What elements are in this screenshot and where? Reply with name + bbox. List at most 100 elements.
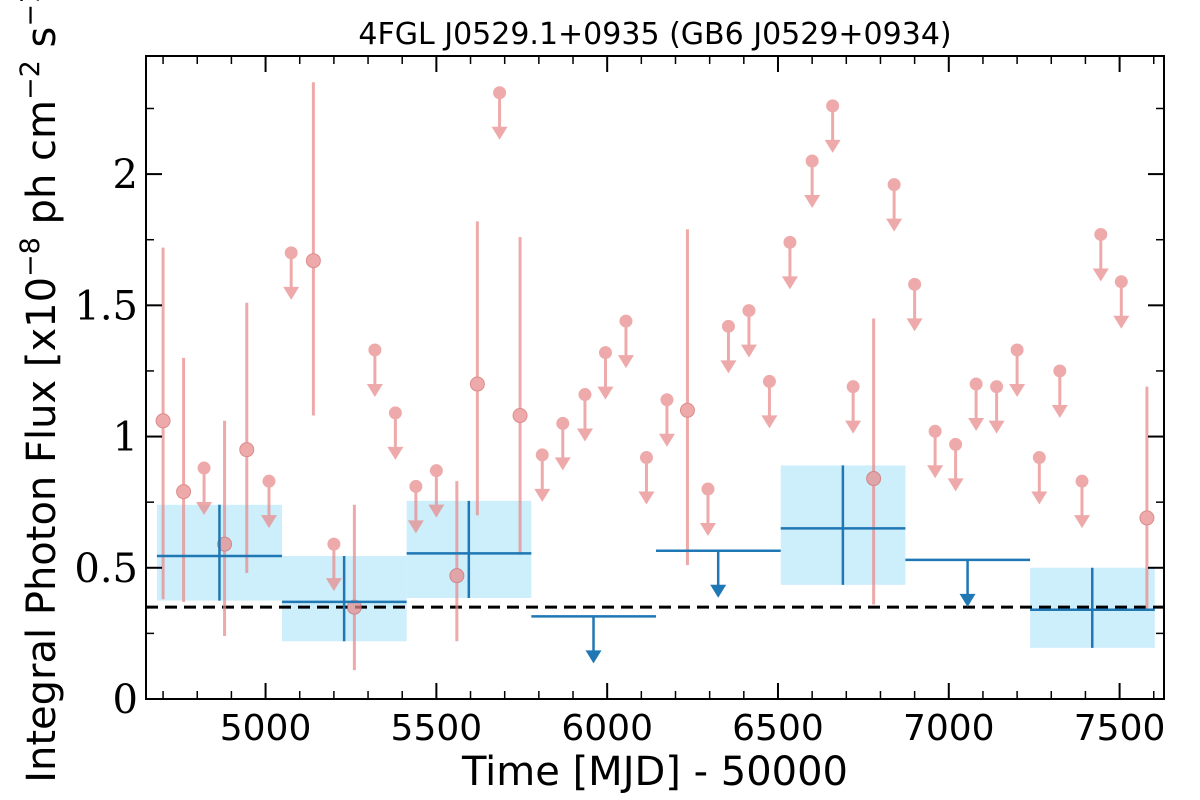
monthly-ul-marker-27 [949,437,963,451]
monthly-point-10 [866,318,882,605]
monthly-ul-arrow-35 [1113,315,1130,329]
monthly-ul-marker-24 [887,178,901,192]
monthly-upper-limit-24 [886,178,903,232]
monthly-point-4 [305,82,321,416]
monthly-upper-limit-4 [366,343,383,397]
monthly-ul-marker-17 [721,319,735,333]
monthly-upper-limit-17 [720,319,737,374]
monthly-ul-marker-19 [762,374,776,388]
monthly-ul-marker-22 [826,99,840,113]
monthly-ul-marker-18 [742,304,756,318]
monthly-ul-marker-0 [197,461,211,475]
monthly-ul-marker-2 [284,246,298,260]
monthly-ul-arrow-24 [886,218,903,232]
y-tick-labels: 0 0.5 1 1.5 2 [74,152,138,723]
monthly-upper-limit-7 [428,464,445,518]
monthly-ul-marker-11 [578,388,592,402]
x-tick-label-1: 5500 [391,708,483,749]
monthly-upper-limit-22 [824,99,841,153]
yearly-ul-arrow-0 [585,650,602,664]
axis-ticks [146,56,1164,700]
monthly-upper-limit-26 [927,424,944,479]
monthly-upper-limit-13 [617,314,634,369]
monthly-marker-10 [866,471,882,487]
monthly-upper-limit-8 [491,86,508,140]
monthly-ul-arrow-27 [947,478,964,492]
y-tick-label-3: 1.5 [74,283,138,329]
yearly-point-3 [780,465,906,585]
monthly-ul-arrow-10 [554,457,571,471]
monthly-ul-arrow-17 [720,360,737,374]
monthly-point-11 [1139,386,1155,610]
monthly-upper-limit-2 [283,246,300,300]
yearly-point-4 [1030,567,1155,648]
monthly-upper-limit-16 [699,482,716,537]
monthly-ul-arrow-34 [1092,268,1109,282]
yearly-ul-arrow-1 [710,584,727,598]
monthly-ul-arrow-16 [699,523,716,537]
monthly-ul-arrow-2 [283,286,300,300]
monthly-upper-limit-27 [947,437,964,492]
monthly-ul-arrow-22 [824,139,841,153]
monthly-ul-marker-8 [493,86,507,100]
monthly-upper-limit-30 [1009,343,1026,397]
monthly-ul-marker-12 [598,346,612,360]
monthly-ul-arrow-23 [845,420,862,434]
monthly-ul-arrow-11 [576,428,593,442]
x-tick-label-5: 7500 [1074,708,1166,749]
x-axis-label: Time [MJD] - 50000 [461,749,848,795]
monthly-ul-arrow-7 [428,504,445,518]
monthly-ul-arrow-9 [534,488,551,502]
y-axis-label-exp1: −8 [15,237,46,277]
monthly-upper-limit-35 [1113,275,1130,329]
monthly-ul-arrow-12 [597,386,614,400]
monthly-point-5 [346,504,362,671]
monthly-marker-1 [176,484,192,500]
monthly-marker-4 [305,253,321,269]
monthly-ul-arrow-0 [196,502,213,516]
monthly-marker-2 [217,536,233,552]
monthly-upper-limit-28 [968,377,985,432]
monthly-ul-marker-5 [388,406,402,420]
monthly-upper-limit-21 [804,154,821,208]
monthly-ul-marker-35 [1114,275,1128,289]
monthly-ul-marker-20 [783,235,797,249]
monthly-ul-arrow-33 [1074,515,1091,529]
monthly-ul-arrow-3 [325,578,342,592]
chart-title: 4FGL J0529.1+0935 (GB6 J0529+0934) [358,17,951,52]
monthly-marker-11 [1139,510,1155,526]
plot-frame [145,55,1165,700]
monthly-ul-marker-16 [701,482,715,496]
monthly-point-3 [239,302,255,574]
monthly-upper-limit-14 [638,451,655,505]
monthly-ul-marker-3 [327,537,341,551]
monthly-marker-3 [239,442,255,458]
monthly-ul-marker-30 [1010,343,1024,357]
monthly-upper-limit-20 [781,235,798,290]
monthly-upper-limit-10 [554,416,571,471]
monthly-ul-arrow-30 [1009,383,1026,397]
monthly-ul-marker-15 [660,393,674,407]
monthly-upper-limit-6 [407,479,424,534]
yearly-uncertainty-bands [156,465,1155,648]
yearly-point-1 [281,555,407,642]
yearly-series [156,465,1155,664]
monthly-upper-limit-25 [906,277,923,332]
monthly-ul-arrow-20 [781,276,798,290]
monthly-ul-arrow-5 [387,446,404,460]
monthly-ul-arrow-18 [740,344,757,358]
monthly-ul-marker-21 [805,154,819,168]
monthly-point-6 [449,481,465,642]
y-axis-label-exp2: −2 [15,60,46,100]
monthly-ul-marker-23 [846,380,860,394]
monthly-upper-limit-19 [761,374,778,429]
monthly-ul-marker-6 [409,479,423,493]
monthly-upper-limit-9 [534,448,551,502]
monthly-ul-marker-32 [1053,364,1067,378]
monthly-upper-limit-0 [196,461,213,516]
monthly-ul-arrow-6 [407,520,424,534]
y-tick-label-0: 0 [113,677,138,723]
monthly-ul-arrow-25 [906,318,923,332]
monthly-ul-arrow-32 [1051,404,1068,418]
